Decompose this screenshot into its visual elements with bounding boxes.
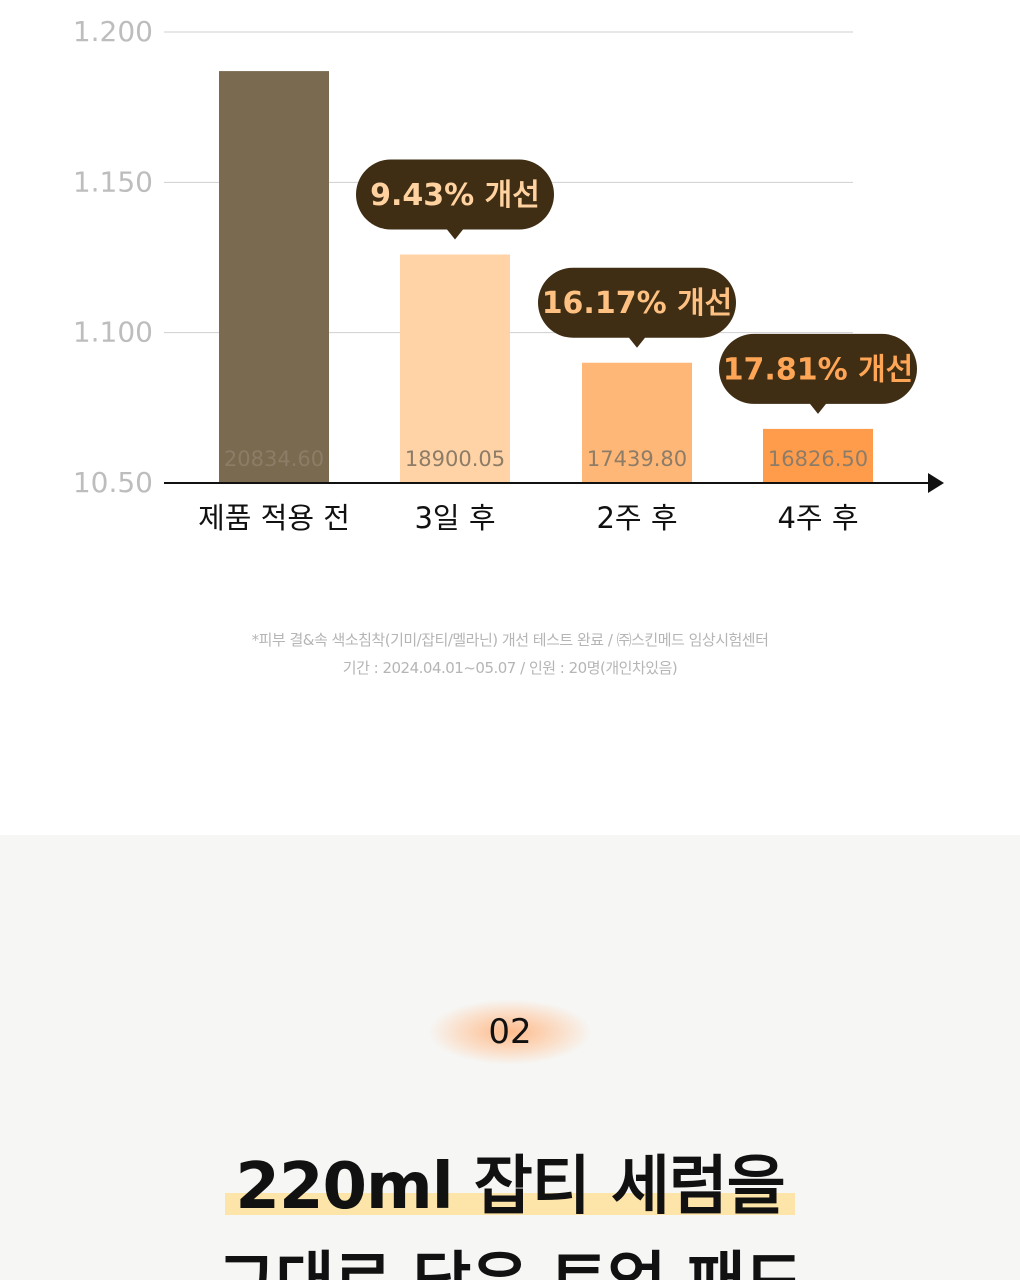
y-tick-label: 1.150 bbox=[73, 165, 153, 198]
y-tick-label: 10.50 bbox=[73, 466, 153, 499]
callout-bubble bbox=[719, 333, 917, 414]
callout-bubble bbox=[356, 159, 554, 240]
bar-text: 16826.50 bbox=[768, 447, 868, 471]
bar bbox=[219, 71, 329, 483]
bar-text: 20834.60 bbox=[224, 447, 324, 471]
bar-text: 18900.05 bbox=[405, 447, 505, 471]
bar-text: 17439.80 bbox=[587, 447, 687, 471]
headline-line: 220ml 잡티 세럼을 bbox=[225, 1150, 795, 1224]
x-tick-label: 4주 후 bbox=[777, 501, 858, 535]
bar bbox=[763, 428, 873, 483]
headline: 220ml 잡티 세럼을 그대로 담은 토업 패드 bbox=[0, 1135, 1020, 1280]
chart: 10.50 1.100 1.150 1.200 20834.60 제품 적용 전 18900… bbox=[73, 15, 944, 535]
headline-line: 그대로 담은 토업 패드 bbox=[207, 1246, 813, 1280]
callout-text: 16.17% 개선 bbox=[542, 286, 733, 321]
y-tick-label: 1.200 bbox=[73, 15, 153, 48]
bar bbox=[582, 362, 692, 483]
x-tick-label: 3일 후 bbox=[414, 501, 495, 535]
section: 02 220ml 잡티 세럼을 그대로 담은 토업 패드 bbox=[0, 835, 1020, 1280]
y-tick-label: 1.100 bbox=[73, 316, 153, 349]
callout-text: 9.43% 개선 bbox=[370, 178, 540, 213]
x-axis-arrow bbox=[928, 473, 944, 493]
footnote: *피부 결&속 색소침착(기미/잡티/멜라닌) 개선 테스트 완료 / ㈜스킨메… bbox=[0, 626, 1020, 682]
section-number: 02 bbox=[488, 1012, 532, 1052]
bar bbox=[400, 254, 510, 483]
callout-text: 17.81% 개선 bbox=[723, 352, 914, 387]
footnote-line: *피부 결&속 색소침착(기미/잡티/멜라닌) 개선 테스트 완료 / ㈜스킨메… bbox=[251, 631, 769, 649]
footnote-line: 기간 : 2024.04.01~05.07 / 인원 : 20명(개인차있음) bbox=[342, 659, 678, 677]
x-tick-label: 2주 후 bbox=[596, 501, 677, 535]
section-number-badge: 02 bbox=[430, 1000, 590, 1064]
x-tick-label: 제품 적용 전 bbox=[198, 501, 350, 535]
callout-bubble bbox=[538, 267, 736, 348]
